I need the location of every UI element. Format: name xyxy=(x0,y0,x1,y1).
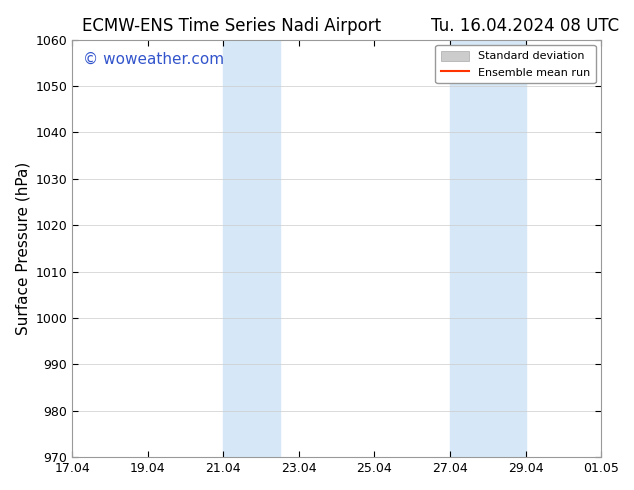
Y-axis label: Surface Pressure (hPa): Surface Pressure (hPa) xyxy=(15,162,30,335)
Legend: Standard deviation, Ensemble mean run: Standard deviation, Ensemble mean run xyxy=(436,45,595,83)
Bar xyxy=(450,40,526,457)
Text: © woweather.com: © woweather.com xyxy=(83,52,224,67)
Bar xyxy=(223,40,280,457)
Text: Tu. 16.04.2024 08 UTC: Tu. 16.04.2024 08 UTC xyxy=(431,17,619,35)
Text: ECMW-ENS Time Series Nadi Airport: ECMW-ENS Time Series Nadi Airport xyxy=(82,17,382,35)
